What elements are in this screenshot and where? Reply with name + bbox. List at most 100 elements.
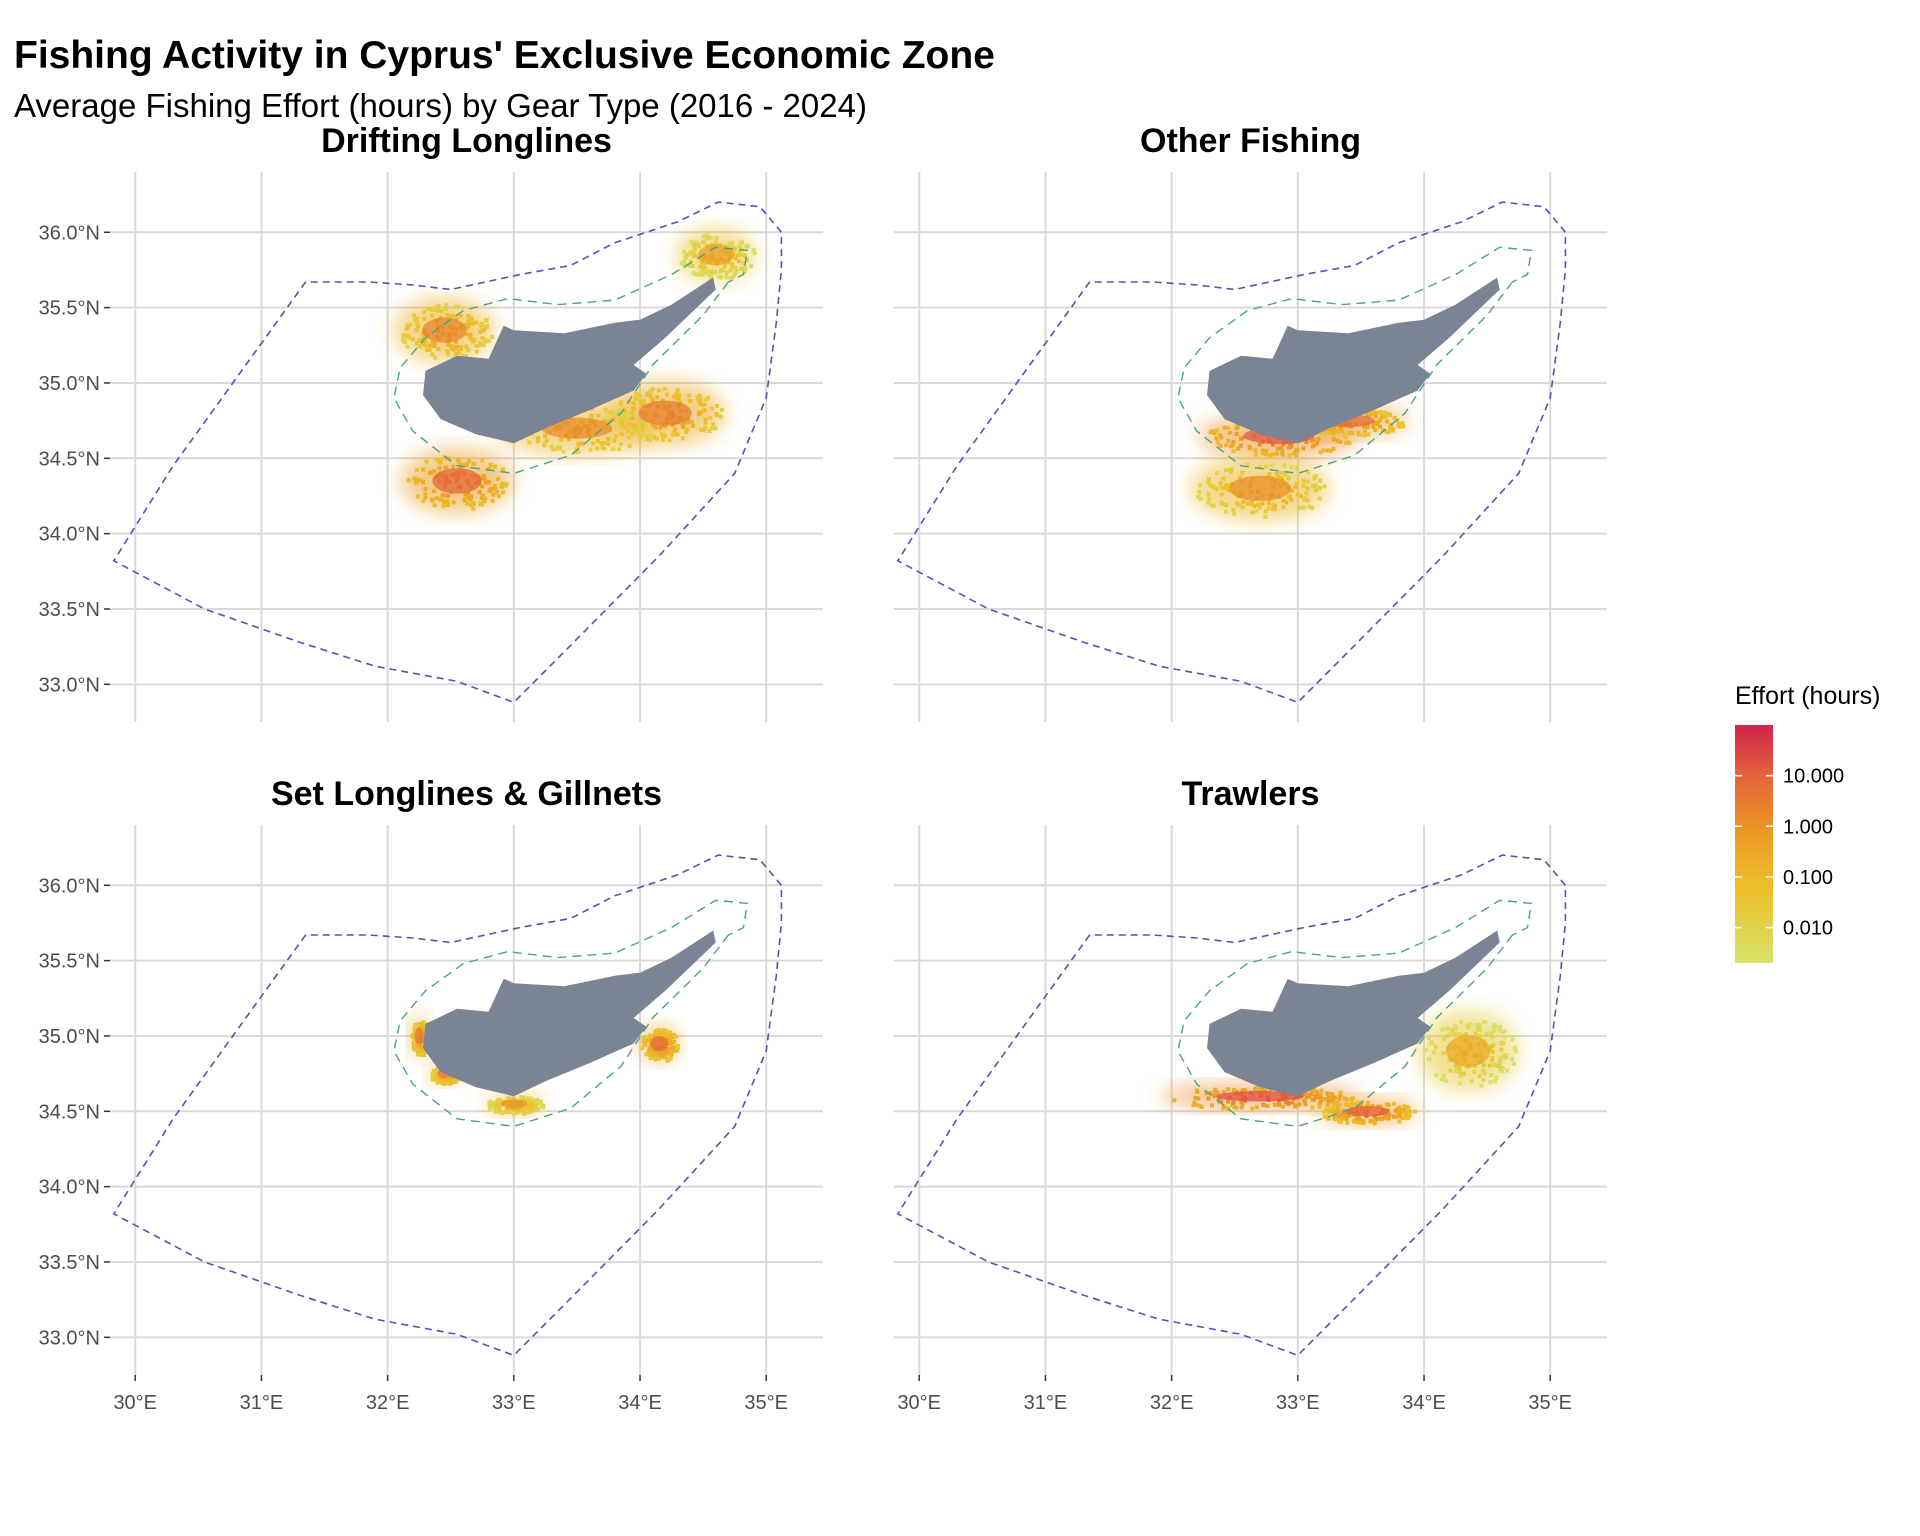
facet-panel: Other Fishing: [894, 122, 1607, 722]
effort-cell: [449, 1075, 454, 1080]
effort-cell: [1354, 1119, 1359, 1124]
effort-cell: [1338, 1093, 1343, 1098]
effort-cell: [444, 1081, 449, 1086]
effort-cell: [471, 461, 476, 466]
effort-cell: [700, 402, 705, 407]
effort-cell: [637, 420, 642, 425]
effort-cell: [633, 392, 638, 397]
effort-cell: [1231, 1100, 1236, 1105]
effort-cell: [477, 490, 482, 495]
effort-cell: [1204, 1091, 1209, 1096]
effort-cell: [689, 239, 694, 244]
effort-cell: [1441, 1073, 1446, 1078]
effort-cell: [1212, 431, 1217, 436]
effort-cell: [470, 317, 474, 321]
effort-cell: [430, 1071, 435, 1076]
effort-cell: [1382, 410, 1387, 415]
effort-cell: [1286, 495, 1291, 499]
effort-cell: [416, 324, 420, 329]
x-tick-label: 31°E: [1024, 1392, 1068, 1414]
effort-cell: [1502, 1053, 1507, 1058]
effort-cell: [1370, 1104, 1375, 1109]
effort-cell: [1385, 419, 1389, 424]
effort-cell: [429, 307, 434, 312]
effort-cell: [1401, 424, 1406, 429]
effort-cell: [494, 489, 499, 494]
effort-hotspot: [422, 317, 467, 343]
legend-tick-label: 0.010: [1783, 918, 1833, 940]
depth-contour: [393, 899, 749, 1128]
effort-cell: [1331, 446, 1336, 451]
x-tick-label: 32°E: [1150, 1392, 1194, 1414]
effort-cell: [486, 339, 491, 344]
effort-cell: [561, 449, 566, 454]
effort-cell: [1327, 1094, 1331, 1099]
effort-hotspot: [650, 1036, 668, 1051]
effort-cell: [422, 310, 427, 315]
effort-cell: [663, 1055, 667, 1060]
effort-cell: [1391, 427, 1396, 432]
effort-cell: [1453, 1031, 1458, 1036]
effort-cell: [423, 491, 428, 496]
effort-cell: [1172, 1098, 1177, 1103]
effort-cell: [733, 265, 738, 270]
effort-cell: [676, 396, 681, 401]
effort-cell: [1361, 1120, 1366, 1125]
effort-cell: [627, 435, 632, 440]
effort-cell: [1336, 1106, 1340, 1111]
effort-cell: [1332, 1104, 1337, 1109]
effort-cell: [576, 449, 581, 454]
effort-cell: [412, 313, 416, 318]
effort-cell: [482, 328, 487, 332]
effort-cell: [425, 347, 429, 352]
effort-cell: [1297, 1102, 1302, 1107]
effort-cell: [435, 1067, 439, 1072]
effort-cell: [1294, 466, 1299, 471]
y-tick-label: 34.5°N: [39, 1101, 100, 1123]
effort-cell: [645, 437, 650, 441]
effort-cell: [1209, 503, 1214, 508]
effort-cell: [1478, 1027, 1483, 1032]
effort-cell: [1270, 452, 1275, 457]
effort-cell: [496, 476, 500, 481]
effort-cell: [496, 494, 501, 499]
effort-cell: [1212, 1094, 1217, 1099]
effort-cell: [1401, 1107, 1406, 1112]
effort-cell: [1276, 475, 1281, 479]
effort-cell: [711, 422, 716, 427]
effort-cell: [474, 320, 479, 325]
effort-cell: [427, 343, 432, 348]
effort-cell: [619, 400, 624, 405]
effort-cell: [524, 1103, 529, 1108]
effort-cell: [691, 263, 695, 268]
effort-cell: [1403, 1112, 1408, 1117]
effort-cell: [695, 396, 700, 401]
effort-cell: [401, 336, 406, 341]
effort-cell: [603, 407, 608, 412]
effort-cell: [464, 344, 469, 349]
effort-cell: [669, 1034, 673, 1039]
effort-cell: [1198, 483, 1202, 488]
effort-cell: [1305, 1092, 1310, 1097]
effort-cell: [467, 459, 472, 464]
effort-cell: [1405, 1105, 1410, 1110]
effort-cell: [1226, 1106, 1231, 1111]
effort-cell: [469, 503, 473, 508]
effort-cell: [1377, 418, 1382, 423]
effort-cell: [1512, 1045, 1517, 1050]
effort-cell: [1295, 447, 1300, 452]
effort-cell: [1213, 1088, 1218, 1093]
effort-cell: [691, 242, 696, 247]
effort-cell: [1307, 504, 1312, 509]
effort-cell: [668, 1030, 673, 1035]
effort-cell: [466, 317, 471, 322]
effort-cell: [653, 1031, 658, 1036]
effort-cell: [617, 447, 622, 452]
effort-cell: [1312, 484, 1317, 489]
effort-cell: [448, 343, 453, 348]
effort-cell: [727, 241, 732, 246]
effort-cell: [1329, 1092, 1334, 1096]
effort-cell: [1365, 425, 1370, 430]
effort-cell: [434, 496, 439, 501]
